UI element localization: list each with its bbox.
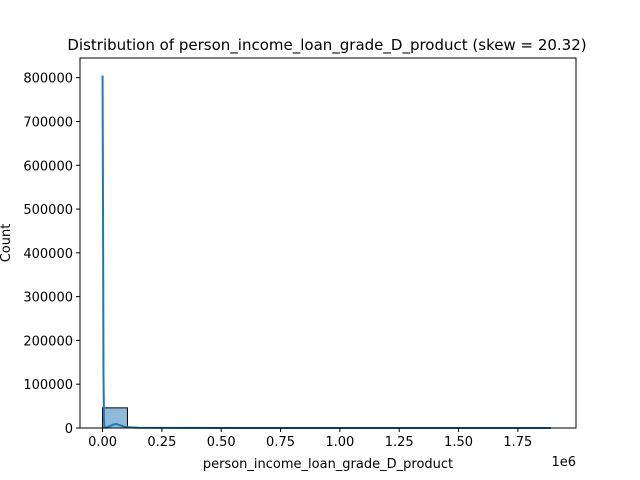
y-tick-label: 300000 — [23, 291, 73, 306]
x-axis-offset-label: 1e6 — [551, 455, 576, 470]
y-axis-ticks: 0 100000 200000 300000 400000 500000 600000 700… — [23, 72, 80, 437]
x-axis-ticks: 0.00 0.25 0.50 0.75 1.00 1.25 1.50 1.75 — [88, 428, 532, 450]
x-axis-label: person_income_loan_grade_D_product — [203, 457, 453, 472]
x-tick-label: 0.75 — [266, 435, 295, 450]
x-tick-label: 0.50 — [207, 435, 236, 450]
x-tick-label: 0.25 — [147, 435, 176, 450]
y-tick-label: 700000 — [23, 115, 73, 130]
y-tick-label: 200000 — [23, 334, 73, 349]
x-tick-label: 1.75 — [503, 435, 532, 450]
y-axis-label: Count — [0, 224, 14, 263]
y-tick-label: 0 — [65, 422, 73, 437]
y-tick-label: 500000 — [23, 203, 73, 218]
y-tick-label: 600000 — [23, 159, 73, 174]
x-tick-label: 1.25 — [385, 435, 414, 450]
x-tick-label: 1.00 — [325, 435, 354, 450]
x-tick-label: 0.00 — [88, 435, 117, 450]
x-tick-label: 1.50 — [444, 435, 473, 450]
y-tick-label: 800000 — [23, 72, 73, 87]
y-tick-label: 400000 — [23, 247, 73, 262]
plot-area-frame — [79, 57, 577, 429]
chart-title: Distribution of person_income_loan_grade… — [67, 36, 586, 55]
y-tick-label: 100000 — [23, 378, 73, 393]
